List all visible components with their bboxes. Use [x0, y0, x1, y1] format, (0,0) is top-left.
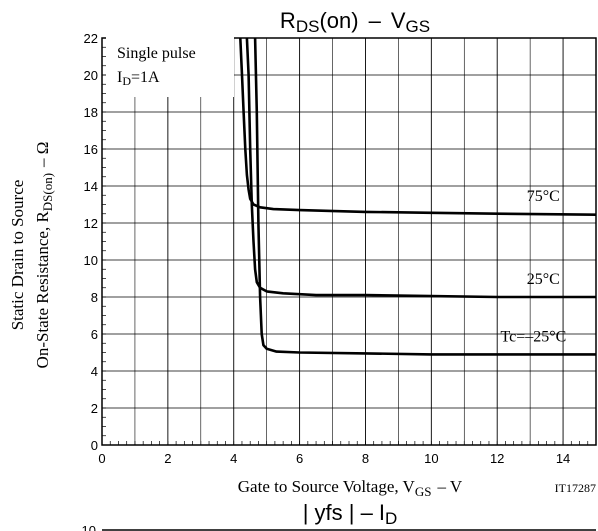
y-tick-label: 4 — [91, 364, 98, 379]
note-line2-suffix: =1A — [131, 69, 160, 86]
x-tick-label: 14 — [556, 451, 570, 466]
chart-title-r-sub: DS — [296, 17, 320, 36]
note-line2: ID=1A — [117, 69, 160, 88]
series-line — [239, 37, 597, 216]
y-tick-label: 20 — [84, 68, 98, 83]
note-line2-sub: D — [122, 74, 131, 88]
x-axis-label: Gate to Source Voltage, VGS – V — [238, 477, 463, 499]
y-tick-label: 6 — [91, 327, 98, 342]
y-tick-label: 10 — [84, 253, 98, 268]
curves — [239, 37, 597, 356]
y-axis-label-line1: Static Drain to Source — [8, 180, 27, 331]
grid — [101, 37, 597, 446]
x-tick-label: 8 — [362, 451, 369, 466]
y-tick-labels: 0 2 4 6 8 10 12 14 16 18 20 22 — [84, 31, 98, 453]
note-line1: Single pulse — [117, 45, 196, 62]
series-label: 75°C — [527, 188, 560, 205]
note-box: Single pulse ID=1A — [106, 37, 234, 97]
x-axis-label-prefix: Gate to Source Voltage, V — [238, 477, 416, 496]
y-axis-label-line2: On-State Resistance, RDS(on) – Ω — [33, 142, 55, 369]
y-tick-label: 0 — [91, 438, 98, 453]
series-labels: 75°C 25°C Tc=–25°C — [500, 188, 566, 346]
x-axis-label-sub: GS — [415, 484, 432, 499]
second-chart-title-prefix: | yfs | – I — [303, 500, 385, 525]
y-tick-label: 22 — [84, 31, 98, 46]
x-tick-label: 2 — [164, 451, 171, 466]
y-axis-label-line2-suffix: – Ω — [33, 142, 52, 168]
series-label: 25°C — [527, 271, 560, 288]
y-tick-label: 18 — [84, 105, 98, 120]
plot-border — [101, 37, 597, 446]
y-tick-label: 16 — [84, 142, 98, 157]
chart-title-v: V — [391, 8, 406, 33]
x-axis-label-suffix: – V — [436, 477, 462, 496]
x-tick-label: 0 — [98, 451, 105, 466]
x-tick-label: 10 — [424, 451, 438, 466]
note-box-bg — [106, 37, 234, 97]
series-line — [253, 37, 596, 356]
second-chart-title: | yfs | – ID — [303, 500, 398, 528]
y-tick-label: 2 — [91, 401, 98, 416]
y-tick-label: 8 — [91, 290, 98, 305]
x-tick-labels: 0 2 4 6 8 10 12 14 — [98, 451, 570, 466]
chart-title-r: R — [280, 8, 296, 33]
y-axis-label-line2-prefix: On-State Resistance, R — [33, 211, 52, 369]
second-chart-partial-tick: 10 — [82, 523, 96, 531]
y-axis-label-line2-sub: DS(on) — [40, 173, 55, 211]
note-line2-i: I — [117, 69, 122, 86]
x-tick-label: 4 — [230, 451, 237, 466]
series-label: Tc=–25°C — [500, 328, 566, 345]
chart-title-v-sub: GS — [406, 17, 431, 36]
x-tick-label: 6 — [296, 451, 303, 466]
top-clipped-remnant — [300, 0, 430, 3]
x-tick-label: 12 — [490, 451, 504, 466]
y-tick-label: 14 — [84, 179, 98, 194]
second-chart-title-sub: D — [385, 509, 397, 528]
chart-title: RDS(on) – VGS — [280, 8, 430, 36]
figure-code: IT17287 — [555, 481, 596, 495]
plot-frame — [101, 37, 597, 446]
chart-title-paren: (on) — [319, 8, 358, 33]
y-tick-label: 12 — [84, 216, 98, 231]
chart-title-dash: – — [369, 8, 382, 33]
